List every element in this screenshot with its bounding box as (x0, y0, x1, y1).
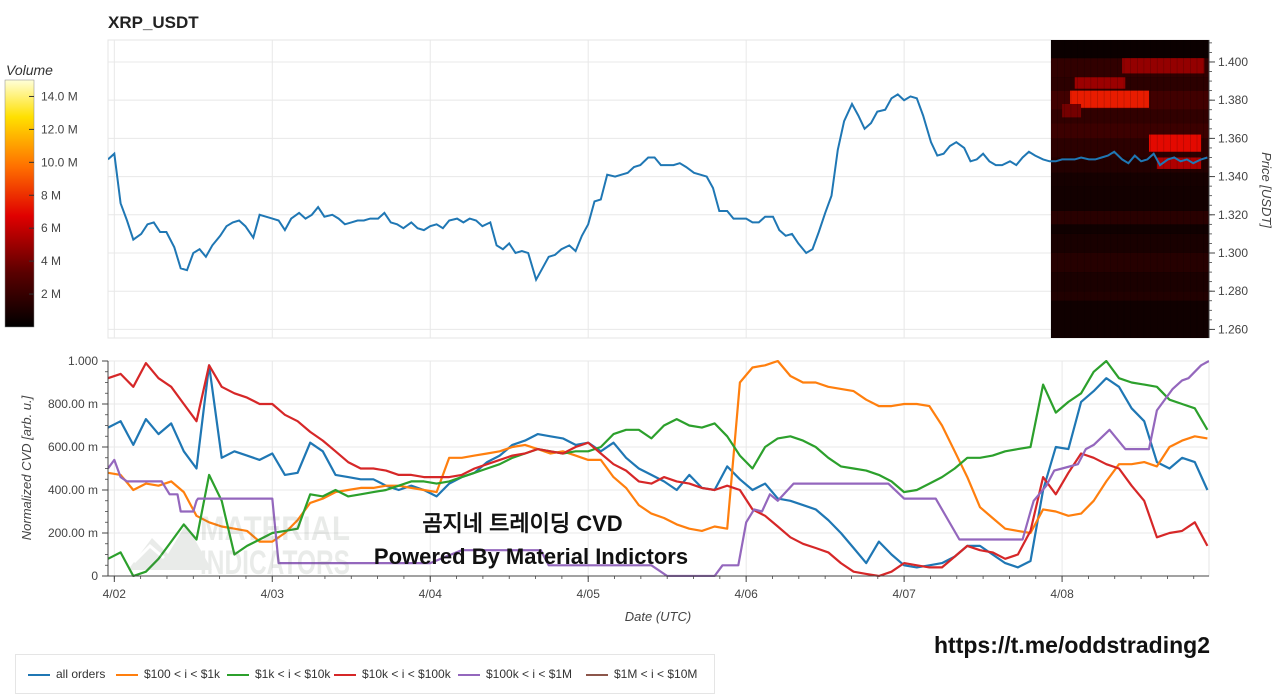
colorbar-tick-label: 8 M (41, 188, 61, 202)
cvd-y-tick-label: 400.00 m (48, 483, 98, 497)
heatmap-band (1051, 224, 1209, 234)
heatmap-band (1051, 172, 1209, 187)
cvd-y-tick-label: 800.00 m (48, 397, 98, 411)
watermark: MATERIAL INDICATORS (128, 510, 350, 582)
legend-swatch (334, 673, 356, 676)
x-tick-label: 4/02 (103, 587, 127, 601)
heatmap-band (1051, 272, 1209, 292)
colorbar-gradient (4, 79, 35, 328)
legend-item-100k-1m[interactable]: $100k < i < $1M (458, 667, 572, 681)
colorbar-tick-label: 14.0 M (41, 89, 78, 103)
legend: all orders $100 < i < $1k $1k < i < $10k… (15, 654, 715, 694)
cvd-line-s1k (108, 360, 1209, 577)
legend-swatch (28, 673, 50, 676)
cvd-y-tick-label: 600.00 m (48, 440, 98, 454)
legend-item-1k-10k[interactable]: $1k < i < $10k (227, 667, 330, 681)
heatmap-band (1051, 109, 1209, 124)
price-y-label: Price [USDT] (1259, 152, 1274, 228)
legend-swatch (458, 673, 480, 676)
legend-item-all-orders[interactable]: all orders (28, 667, 105, 681)
heatmap-cell (1074, 77, 1126, 89)
x-tick-label: 4/07 (892, 587, 916, 601)
cvd-line-s10k (108, 362, 1209, 577)
heatmap-band (1051, 300, 1209, 338)
cvd-y-label: Normalized CVD [arb. u.] (19, 395, 34, 540)
heatmap-cell (1156, 157, 1202, 169)
cvd-y-tick-label: 0 (91, 569, 98, 583)
legend-item-10k-100k[interactable]: $10k < i < $100k (334, 667, 451, 681)
x-tick-label: 4/05 (577, 587, 601, 601)
telegram-link[interactable]: https://t.me/oddstrading2 (934, 632, 1210, 658)
heatmap-band (1051, 291, 1209, 301)
chart-title: XRP_USDT (108, 13, 199, 32)
colorbar-tick-label: 2 M (41, 287, 61, 301)
cvd-line-s100k (108, 360, 1209, 577)
legend-swatch (116, 673, 138, 676)
heatmap-cell (1062, 103, 1082, 118)
price-y-tick-label: 1.380 (1218, 93, 1248, 107)
colorbar-tick-label: 6 M (41, 221, 61, 235)
colorbar: 2 M 4 M 6 M 8 M 10.0 M 12.0 M 14.0 M (4, 79, 78, 328)
heatmap-band (1051, 233, 1209, 253)
price-y-tick-label: 1.300 (1218, 246, 1248, 260)
cvd-plot: 0 200.00 m 400.00 m 600.00 m 800.00 m 1.000 4/… (19, 354, 1210, 624)
colorbar-tick-label: 10.0 M (41, 155, 78, 169)
heatmap-cell (1148, 134, 1202, 152)
colorbar-tick-label: 4 M (41, 254, 61, 268)
legend-swatch (227, 673, 249, 676)
cvd-line-all (108, 364, 1209, 569)
x-tick-label: 4/06 (734, 587, 758, 601)
overlay-subtitle: Powered By Material Indictors (373, 544, 689, 569)
heatmap (1050, 40, 1209, 338)
price-y-tick-label: 1.280 (1218, 284, 1248, 298)
legend-item-1m-10m[interactable]: $1M < i < $10M (586, 667, 697, 681)
legend-item-100-1k[interactable]: $100 < i < $1k (116, 667, 220, 681)
price-y-tick-label: 1.320 (1218, 208, 1248, 222)
x-tick-label: 4/08 (1050, 587, 1074, 601)
price-plot-frame (107, 39, 1210, 339)
heatmap-cell (1069, 90, 1149, 108)
overlay-title: 곰지네 트레이딩 CVD (422, 511, 623, 536)
heatmap-cell (1122, 58, 1205, 74)
price-plot: 1.260 1.280 1.300 1.320 1.340 1.360 1.380 1.400… (107, 39, 1274, 339)
price-y-tick-label: 1.340 (1218, 170, 1248, 184)
legend-swatch (586, 673, 608, 676)
watermark-text: MATERIAL (200, 510, 350, 548)
watermark-text-2: INDICATORS (200, 544, 350, 582)
heatmap-band (1051, 210, 1209, 225)
heatmap-band (1051, 40, 1209, 59)
colorbar-title: Volume (6, 62, 53, 78)
heatmap-band (1051, 186, 1209, 211)
price-line (108, 93, 1208, 283)
price-y-tick-label: 1.400 (1218, 55, 1248, 69)
price-y-tick-label: 1.260 (1218, 322, 1248, 336)
heatmap-band (1051, 252, 1209, 273)
x-axis-label: Date (UTC) (625, 609, 691, 624)
x-tick-label: 4/04 (419, 587, 443, 601)
cvd-y-tick-label: 1.000 (68, 354, 98, 368)
colorbar-tick-label: 12.0 M (41, 122, 78, 136)
price-y-tick-label: 1.360 (1218, 131, 1248, 145)
cvd-y-tick-label: 200.00 m (48, 526, 98, 540)
x-tick-label: 4/03 (261, 587, 285, 601)
